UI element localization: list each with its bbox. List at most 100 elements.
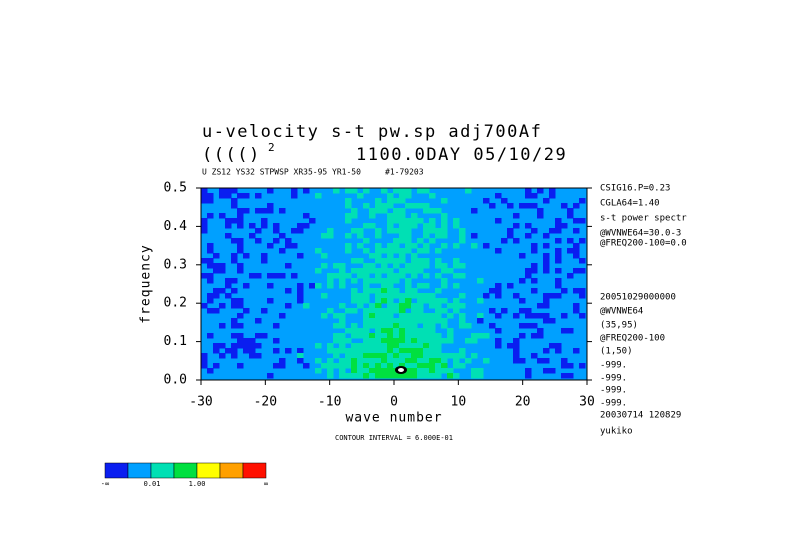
field-cell <box>417 363 436 369</box>
side-note: 20051029000000 <box>600 293 676 303</box>
field-cell <box>399 328 406 334</box>
field-cell <box>315 268 322 274</box>
field-cell <box>531 353 538 359</box>
field-cell <box>405 363 418 369</box>
field-cell <box>447 328 454 334</box>
field-cell <box>471 368 484 374</box>
field-cell <box>387 198 406 204</box>
field-cell <box>435 288 442 294</box>
field-cell <box>537 188 544 194</box>
field-cell <box>525 223 532 229</box>
field-cell <box>375 328 382 334</box>
field-cell <box>387 223 394 229</box>
field-cell <box>387 273 406 279</box>
field-cell <box>543 258 550 264</box>
field-cell <box>285 238 292 244</box>
field-cell <box>201 198 214 204</box>
field-cell <box>231 323 244 329</box>
colorbar-swatch <box>242 462 267 479</box>
field-cell <box>291 273 298 279</box>
field-cell <box>225 278 238 284</box>
field-cell <box>423 228 448 234</box>
field-cell <box>549 193 556 199</box>
field-cell <box>351 228 364 234</box>
field-cell <box>321 263 328 269</box>
field-cell <box>441 278 448 284</box>
field-cell <box>429 218 436 224</box>
field-cell <box>555 218 562 224</box>
field-cell <box>567 248 580 254</box>
field-cell <box>333 313 346 319</box>
x-tick-label: -30 <box>189 395 212 410</box>
field-cell <box>351 298 370 304</box>
field-cell <box>489 288 502 294</box>
field-cell <box>399 233 412 239</box>
side-note: @WVNWE64=30.0-3 <box>600 229 681 239</box>
field-cell <box>327 283 334 289</box>
field-cell <box>207 368 214 374</box>
field-cell <box>429 238 436 244</box>
field-cell <box>219 213 226 219</box>
field-cell <box>231 298 244 304</box>
field-cell <box>237 213 244 219</box>
side-note: (35,95) <box>600 321 638 331</box>
field-cell <box>459 238 466 244</box>
field-cell <box>405 298 412 304</box>
field-cell <box>207 298 214 304</box>
field-cell <box>561 288 568 294</box>
field-cell <box>207 213 214 219</box>
field-cell <box>255 208 274 214</box>
field-cell <box>297 353 304 359</box>
field-cell <box>243 283 250 289</box>
x-tick-label: -20 <box>254 395 277 410</box>
field-cell <box>207 248 214 254</box>
field-cell <box>297 293 304 299</box>
field-cell <box>243 253 250 259</box>
field-cell <box>375 293 436 299</box>
side-note: -999. <box>600 399 627 409</box>
field-cell <box>471 243 478 249</box>
field-cell <box>423 223 436 229</box>
field-cell <box>351 358 358 364</box>
field-cell <box>393 353 400 359</box>
field-cell <box>543 298 550 304</box>
field-cell <box>255 238 262 244</box>
field-cell <box>285 263 292 269</box>
field-cell <box>405 243 418 249</box>
y-tick-label: 0.3 <box>164 257 187 272</box>
field-cell <box>225 293 232 299</box>
field-cell <box>321 293 328 299</box>
field-cell <box>435 308 448 314</box>
field-cell <box>315 343 322 349</box>
field-cell <box>519 323 538 329</box>
field-cell <box>231 198 238 204</box>
field-cell <box>363 188 370 194</box>
chart-title: u-velocity s-t pw.sp adj700Af <box>202 122 542 142</box>
field-cell <box>453 258 460 264</box>
field-cell <box>231 318 238 324</box>
field-cell <box>387 193 394 199</box>
field-cell <box>513 223 520 229</box>
field-cell <box>345 198 352 204</box>
field-cell <box>375 258 406 264</box>
field-cell <box>561 373 574 379</box>
field-cell <box>267 373 274 379</box>
field-cell <box>525 193 538 199</box>
y-tick-label: 0.2 <box>164 296 187 311</box>
field-cell <box>333 353 340 359</box>
field-cell <box>399 353 412 359</box>
field-cell <box>489 308 496 314</box>
field-cell <box>441 218 448 224</box>
field-cell <box>225 283 232 289</box>
field-cell <box>387 228 412 234</box>
field-cell <box>231 258 238 264</box>
field-cell <box>405 283 412 289</box>
field-cell <box>363 363 370 369</box>
field-cell <box>537 213 544 219</box>
field-cell <box>327 273 352 279</box>
field-cell <box>525 373 532 379</box>
field-cell <box>327 278 334 284</box>
field-cell <box>375 363 382 369</box>
field-cell <box>237 243 244 249</box>
field-cell <box>519 253 526 259</box>
